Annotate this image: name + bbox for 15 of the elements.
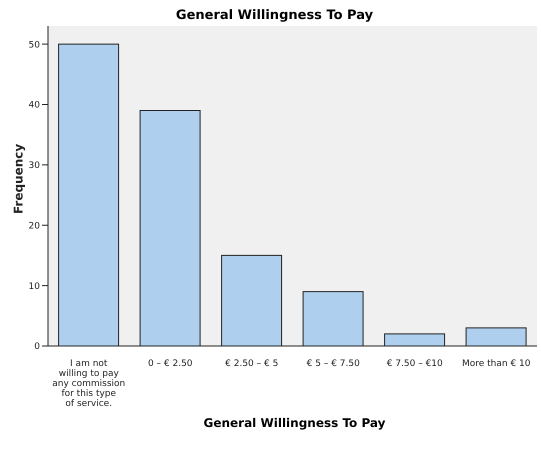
y-tick-label: 20 bbox=[28, 221, 40, 232]
x-tick-label: € 5 – € 7.50 bbox=[306, 359, 360, 369]
x-axis-title: General Willingness To Pay bbox=[202, 416, 386, 430]
x-tick-label: € 2.50 – € 5 bbox=[225, 359, 278, 369]
y-tick-label: 40 bbox=[28, 100, 40, 111]
y-tick-label: 10 bbox=[28, 282, 40, 292]
x-tick-label: More than € 10 bbox=[462, 359, 531, 369]
y-tick-label: 30 bbox=[28, 161, 40, 172]
x-tick-label: 0 – € 2.50 bbox=[148, 359, 193, 369]
y-axis-title: Frequency bbox=[11, 144, 26, 214]
y-tick-label: 50 bbox=[28, 40, 40, 50]
x-tick-label: I am not willing to pay any commission for this type of service. bbox=[52, 359, 126, 409]
x-tick-label: € 7.50 – €10 bbox=[386, 359, 444, 369]
y-tick-label: 0 bbox=[34, 342, 40, 352]
chart-title: General Willingness To Pay bbox=[174, 8, 374, 25]
